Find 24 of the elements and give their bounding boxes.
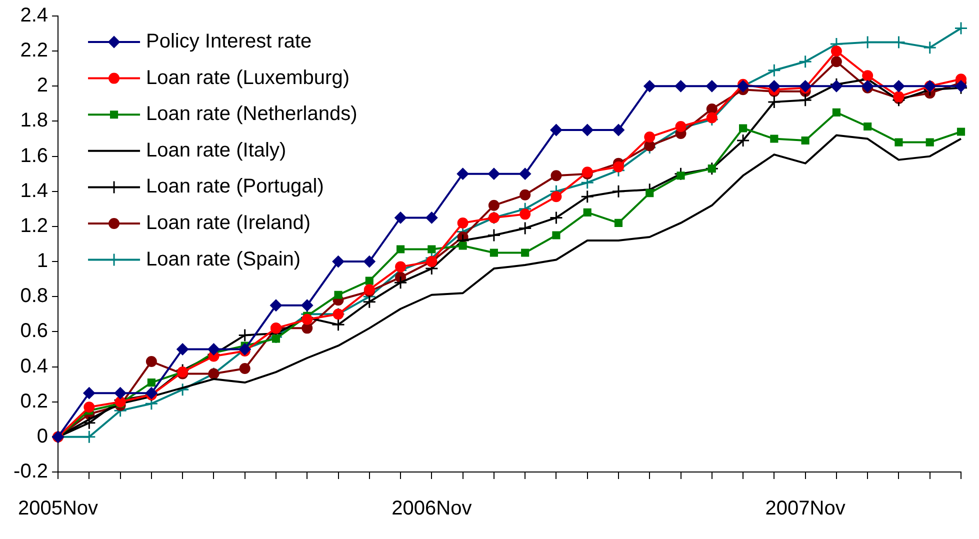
- legend-label: Loan rate (Italy): [146, 139, 286, 162]
- y-tick-label: 2: [36, 74, 48, 97]
- y-tick-label: 0.8: [20, 285, 48, 308]
- x-tick-label: 2007Nov: [765, 498, 846, 520]
- legend-label: Policy Interest rate: [146, 30, 312, 53]
- legend-label: Loan rate (Luxemburg): [146, 66, 350, 89]
- x-tick-label: 2005Nov: [18, 498, 98, 520]
- legend-label: Loan rate (Ireland): [146, 212, 311, 234]
- y-tick-label: 1.6: [20, 144, 48, 167]
- y-tick-label: 1.2: [20, 214, 48, 237]
- legend-label: Loan rate (Portugal): [146, 176, 324, 198]
- y-tick-label: 2.2: [20, 40, 48, 62]
- y-tick-label: 0.6: [20, 320, 48, 342]
- legend-label: Loan rate (Netherlands): [146, 103, 358, 126]
- y-tick-label: 1: [36, 250, 48, 272]
- y-tick-label: 0.2: [20, 390, 48, 412]
- y-tick-label: 0: [36, 425, 48, 448]
- y-tick-label: -0.2: [14, 460, 48, 483]
- x-tick-label: 2006Nov: [392, 498, 472, 520]
- y-tick-label: 1.4: [20, 180, 48, 202]
- y-tick-label: 1.8: [20, 110, 48, 132]
- legend-label: Loan rate (Spain): [146, 248, 301, 270]
- y-tick-label: 2.4: [20, 4, 48, 27]
- y-tick-label: 0.4: [20, 355, 48, 378]
